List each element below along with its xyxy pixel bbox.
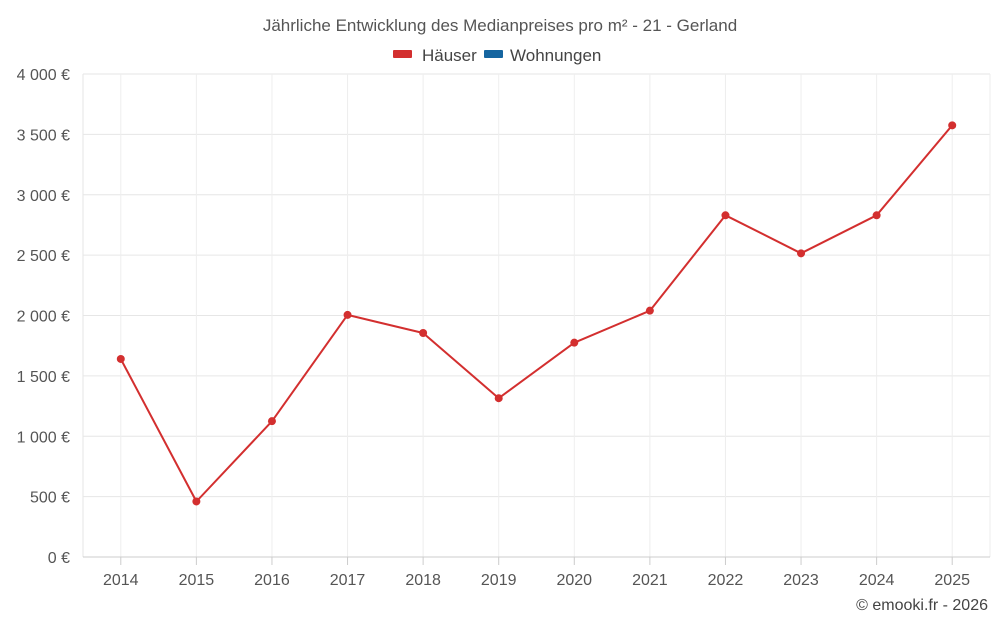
- x-tick-label: 2025: [934, 572, 970, 589]
- chart-title: Jährliche Entwicklung des Medianpreises …: [263, 16, 737, 35]
- series-line-0: [119, 124, 953, 503]
- x-tick-label: 2019: [481, 572, 517, 589]
- x-tick-label: 2020: [556, 572, 592, 589]
- grid: [82, 73, 991, 557]
- y-tick-label: 4 000 €: [17, 67, 70, 84]
- y-tick-label: 3 000 €: [17, 188, 70, 205]
- y-tick-label: 2 000 €: [17, 309, 70, 326]
- data-point[interactable]: [645, 306, 654, 315]
- y-tick-label: 2 500 €: [17, 248, 70, 265]
- data-point[interactable]: [419, 329, 428, 338]
- y-tick-label: 1 000 €: [17, 429, 70, 446]
- data-point[interactable]: [948, 121, 957, 130]
- x-tick-label: 2023: [783, 572, 819, 589]
- data-point[interactable]: [192, 497, 201, 506]
- y-tick-label: 0 €: [48, 550, 70, 567]
- x-tick-label: 2022: [708, 572, 744, 589]
- legend: Häuser Wohnungen: [393, 46, 601, 65]
- x-tick-label: 2021: [632, 572, 668, 589]
- legend-swatch: [393, 50, 412, 58]
- y-tick-label: 500 €: [30, 490, 70, 507]
- x-tick-label: 2024: [859, 572, 895, 589]
- x-axis: 2014 2015 2016 2017 2018 2019 2020 2021 2022 2023…: [83, 556, 990, 589]
- data-point[interactable]: [116, 354, 125, 363]
- legend-label: Häuser: [422, 46, 477, 65]
- data-point[interactable]: [570, 338, 579, 347]
- data-point[interactable]: [343, 310, 352, 319]
- x-tick-label: 2018: [405, 572, 441, 589]
- y-tick-label: 3 500 €: [17, 127, 70, 144]
- y-axis: 0 € 500 € 1 000 € 1 500 € 2 000 € 2 500 € 3 00…: [17, 67, 70, 567]
- legend-swatch: [484, 50, 503, 58]
- x-tick-label: 2014: [103, 572, 139, 589]
- x-tick-label: 2016: [254, 572, 290, 589]
- data-point[interactable]: [267, 417, 276, 426]
- data-point[interactable]: [494, 394, 503, 403]
- y-tick-label: 1 500 €: [17, 369, 70, 386]
- legend-label: Wohnungen: [510, 46, 601, 65]
- x-tick-label: 2017: [330, 572, 366, 589]
- legend-item-haeuser[interactable]: Häuser: [393, 46, 477, 65]
- x-tick-label: 2015: [179, 572, 215, 589]
- credit-text: © emooki.fr - 2026: [856, 597, 988, 614]
- data-point[interactable]: [797, 249, 806, 258]
- legend-item-wohnungen[interactable]: Wohnungen: [484, 46, 601, 65]
- series-group: [116, 121, 957, 506]
- data-point[interactable]: [872, 211, 881, 220]
- data-point[interactable]: [721, 211, 730, 220]
